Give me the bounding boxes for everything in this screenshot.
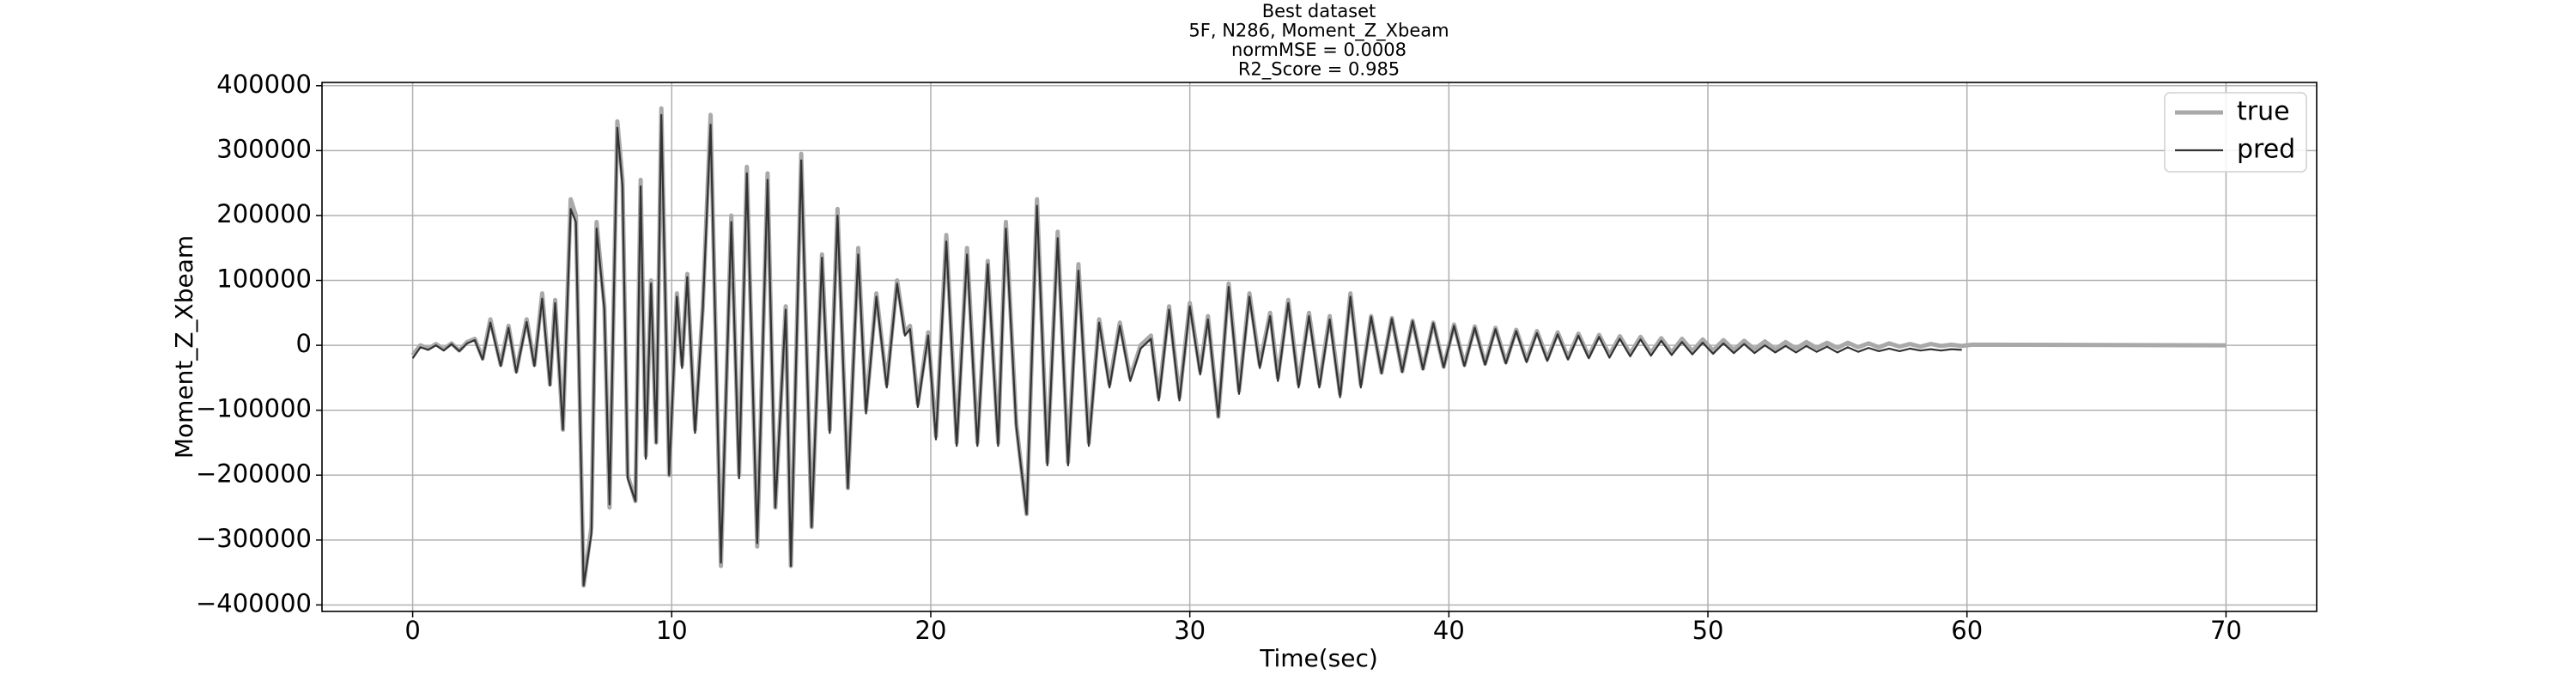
x-tick-label: 30 [1174, 616, 1206, 645]
y-tick-label: −400000 [196, 588, 312, 617]
y-tick-label: −300000 [196, 524, 312, 553]
y-tick-label: 100000 [216, 264, 312, 294]
y-tick-label: −200000 [196, 459, 312, 488]
y-tick-label: 200000 [216, 199, 312, 228]
chart-title: normMSE = 0.0008 [1231, 40, 1406, 60]
x-tick-label: 70 [2210, 616, 2242, 645]
chart-title: Best dataset [1262, 1, 1376, 21]
chart-title: R2_Score = 0.985 [1238, 59, 1400, 81]
x-tick-label: 60 [1951, 616, 1983, 645]
x-tick-label: 0 [404, 616, 420, 645]
data-line [411, 113, 1962, 587]
data-line [410, 106, 2227, 588]
plot-frame [321, 82, 2318, 612]
y-tick-label: −100000 [196, 394, 312, 423]
x-tick-label: 50 [1692, 616, 1724, 645]
y-tick-label: 0 [296, 329, 312, 358]
x-tick-label: 10 [656, 616, 688, 645]
y-tick-label: 400000 [216, 70, 312, 99]
y-axis-label: Moment_Z_Xbeam [170, 235, 198, 459]
chart-title: 5F, N286, Moment_Z_Xbeam [1188, 21, 1449, 42]
legend-label: pred [2237, 135, 2295, 165]
y-tick-label: 300000 [216, 134, 312, 163]
x-axis-label: Time(sec) [1259, 644, 1378, 672]
x-tick-label: 20 [915, 616, 947, 645]
x-tick-label: 40 [1433, 616, 1465, 645]
legend-label: true [2237, 97, 2290, 127]
